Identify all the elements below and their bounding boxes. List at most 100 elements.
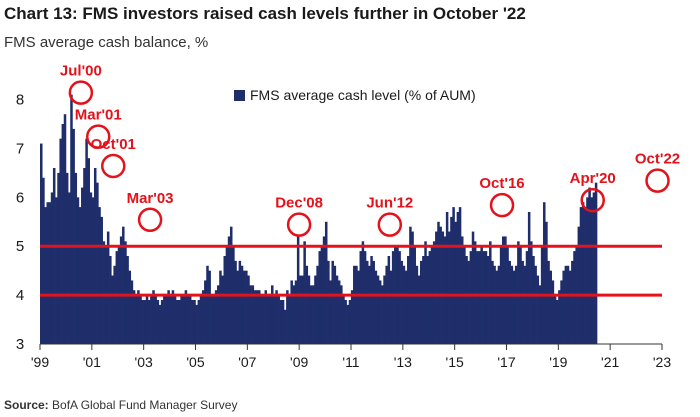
bar	[264, 290, 268, 344]
annotation-circle	[85, 124, 111, 149]
bar	[227, 236, 231, 344]
annotation-label: Mar'03	[127, 190, 174, 207]
bar	[139, 295, 142, 344]
bar	[465, 256, 468, 344]
bar	[592, 192, 596, 344]
x-tick-label: '05	[186, 354, 204, 370]
bar	[342, 295, 345, 344]
bar	[353, 265, 356, 344]
annotation-circle	[68, 80, 94, 105]
bar	[115, 251, 119, 344]
annotation-circle	[580, 187, 605, 213]
annotation-label: Jun'12	[366, 195, 413, 212]
bar	[309, 285, 313, 344]
x-tick-label: '19	[549, 354, 567, 370]
bar	[85, 138, 88, 344]
bar	[178, 300, 181, 344]
bar	[456, 212, 460, 344]
annotation-circle	[377, 212, 403, 237]
bar	[441, 231, 445, 344]
bar	[346, 304, 350, 344]
x-tick-label: '23	[653, 354, 671, 370]
bar	[337, 280, 341, 344]
bar	[588, 187, 591, 344]
bar	[156, 300, 160, 344]
bar	[271, 285, 274, 344]
bar	[404, 270, 408, 344]
bar	[126, 256, 129, 344]
bar	[586, 197, 589, 344]
bar	[432, 241, 436, 344]
bar	[374, 270, 378, 344]
bar	[141, 300, 144, 344]
bar	[467, 260, 470, 344]
x-tick-label: '15	[446, 354, 464, 370]
bar	[163, 295, 166, 344]
bar	[100, 216, 103, 344]
legend-label: FMS average cash level (% of AUM)	[250, 87, 476, 103]
bar	[98, 207, 101, 344]
y-tick-label: 7	[16, 140, 24, 157]
bar	[188, 295, 192, 344]
bar	[61, 124, 65, 344]
bar	[381, 285, 384, 344]
bar	[253, 290, 257, 344]
bar	[335, 275, 339, 344]
bar	[182, 295, 185, 344]
reference-lines	[40, 244, 662, 297]
bar	[279, 300, 283, 344]
bar	[478, 251, 481, 344]
bar	[137, 290, 140, 344]
bar	[560, 280, 563, 344]
bar	[573, 251, 576, 344]
bar	[368, 265, 371, 344]
bar	[450, 216, 453, 344]
bar	[305, 265, 309, 344]
bar	[398, 251, 401, 344]
bar	[439, 226, 442, 344]
bar	[296, 236, 300, 344]
bar	[258, 290, 261, 344]
bar	[201, 290, 205, 344]
bar	[486, 256, 490, 344]
bar	[176, 300, 179, 344]
bar	[329, 280, 332, 344]
bar	[184, 290, 188, 344]
bar	[283, 309, 287, 344]
bar	[566, 265, 570, 344]
bar	[193, 300, 196, 344]
bar	[331, 260, 334, 344]
bar	[124, 241, 127, 344]
bar	[299, 275, 302, 344]
bar	[493, 265, 496, 344]
bar	[359, 251, 363, 344]
bar	[314, 275, 317, 344]
bar	[91, 197, 95, 344]
bar	[361, 241, 365, 344]
bar	[407, 256, 410, 344]
bar	[510, 265, 514, 344]
bar	[160, 300, 164, 344]
bar	[417, 275, 421, 344]
bar	[471, 231, 475, 344]
annotation-circle	[489, 192, 515, 218]
bar	[521, 260, 524, 344]
source-note: Source: BofA Global Fund Manager Survey	[4, 398, 237, 412]
annotation-label: Oct'16	[479, 175, 524, 192]
y-tick-label: 5	[16, 238, 24, 255]
legend: FMS average cash level (% of AUM)	[234, 87, 476, 103]
bar	[590, 197, 594, 344]
bar	[497, 265, 501, 344]
bar	[473, 241, 477, 344]
bar	[514, 265, 518, 344]
y-axis: 3 4 5 6 7 8	[16, 92, 24, 353]
bar	[558, 290, 561, 344]
bar	[476, 251, 479, 344]
bar	[547, 260, 550, 344]
bar	[236, 270, 239, 344]
bar	[93, 168, 97, 344]
bar	[460, 236, 464, 344]
x-tick-label: '03	[135, 354, 153, 370]
bar	[219, 270, 222, 344]
bar	[594, 182, 598, 344]
